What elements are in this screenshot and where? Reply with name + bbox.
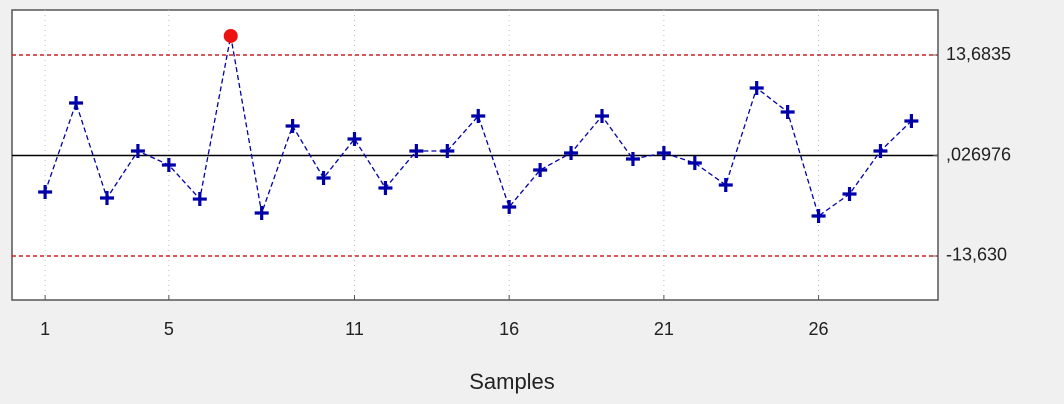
point [316, 170, 331, 185]
point [656, 145, 671, 160]
point [440, 143, 455, 158]
point [192, 192, 207, 207]
point [409, 143, 424, 158]
point [254, 206, 269, 221]
out-of-control-point [223, 28, 238, 43]
x-tick-label: 11 [345, 319, 364, 339]
point [749, 81, 764, 96]
point [718, 177, 733, 192]
point [378, 181, 393, 196]
point [904, 113, 919, 128]
point [625, 152, 640, 167]
point [595, 109, 610, 124]
y-tick-label: 13,6835 [946, 44, 1011, 64]
point [780, 104, 795, 119]
point [347, 131, 362, 146]
point [130, 143, 145, 158]
point [471, 109, 486, 124]
point [842, 187, 857, 202]
point [533, 162, 548, 177]
point [69, 96, 84, 111]
x-axis-label: Samples [469, 369, 555, 394]
point [873, 143, 888, 158]
x-tick-label: 1 [40, 319, 50, 339]
x-tick-label: 21 [654, 319, 674, 339]
x-tick-label: 16 [499, 319, 519, 339]
y-tick-label: ,026976 [946, 144, 1011, 164]
point [99, 191, 114, 206]
point [38, 184, 53, 199]
point [285, 118, 300, 133]
series-line [44, 35, 912, 218]
point [161, 157, 176, 172]
x-tick-label: 26 [809, 319, 829, 339]
x-tick-label: 5 [164, 319, 174, 339]
point [811, 208, 826, 223]
point [502, 199, 517, 214]
point [564, 145, 579, 160]
y-tick-label: -13,630 [946, 245, 1007, 265]
point [687, 155, 702, 170]
